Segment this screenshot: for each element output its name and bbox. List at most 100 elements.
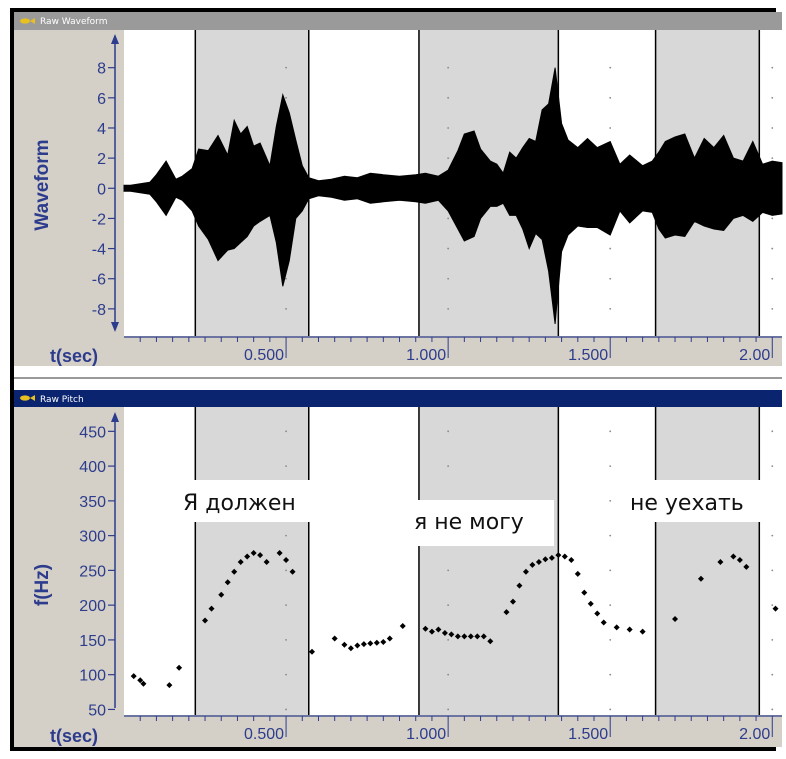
annotation-box-1 bbox=[176, 480, 326, 522]
waveform-grid-dot bbox=[771, 307, 774, 310]
waveform-title: Raw Waveform bbox=[40, 17, 107, 27]
waveform-grid-dot bbox=[447, 277, 450, 280]
waveform-y-tick-label: -6 bbox=[92, 272, 106, 289]
waveform-y-ticks: 8 6 4 2 0 -2 -4 -6 -8 bbox=[92, 61, 115, 319]
pitch-point bbox=[399, 623, 406, 630]
waveform-grid-dot bbox=[771, 247, 774, 250]
pitch-point bbox=[250, 550, 257, 557]
pitch-shaded-region bbox=[418, 407, 559, 715]
pitch-point bbox=[600, 619, 607, 626]
waveform-x-ticks: 0.500 1.000 1.500 2.00 bbox=[124, 336, 782, 364]
pitch-grid-dot bbox=[285, 604, 287, 607]
waveform-y-axis-panel bbox=[14, 30, 124, 366]
waveform-x-tick-label: 1.500 bbox=[568, 347, 608, 364]
pitch-titlebar[interactable] bbox=[14, 390, 782, 407]
pitch-title: Raw Pitch bbox=[40, 395, 84, 405]
pitch-point bbox=[428, 628, 435, 635]
pitch-point bbox=[367, 640, 374, 647]
pitch-x-axis-name: t(sec) bbox=[50, 726, 98, 746]
pitch-x-tick-label: 1.000 bbox=[406, 726, 446, 743]
pitch-grid-dot bbox=[609, 673, 612, 676]
pitch-point bbox=[568, 556, 575, 563]
pitch-point bbox=[386, 635, 393, 642]
waveform-grid-dot bbox=[447, 96, 450, 99]
pitch-point bbox=[422, 625, 429, 632]
waveform-grid-dot bbox=[609, 307, 612, 310]
pitch-point bbox=[561, 553, 568, 560]
pitch-point bbox=[202, 617, 209, 624]
pitch-point bbox=[581, 589, 588, 596]
pitch-y-tick-label: 150 bbox=[79, 633, 106, 650]
waveform-grid-dot bbox=[447, 307, 450, 310]
pitch-point bbox=[347, 645, 354, 652]
pitch-grid-dot bbox=[609, 708, 612, 711]
waveform-grid-dot bbox=[609, 247, 612, 250]
waveform-grid-dot bbox=[609, 127, 612, 129]
pitch-x-tick-label: 1.500 bbox=[568, 726, 608, 743]
pitch-point bbox=[522, 568, 529, 575]
pitch-grid-dot bbox=[285, 569, 287, 572]
pitch-y-axis-arrow bbox=[111, 412, 119, 708]
pitch-grid-dot bbox=[771, 465, 774, 467]
waveform-grid-dot bbox=[609, 66, 612, 69]
waveform-x-axis-name: t(sec) bbox=[50, 346, 98, 366]
pitch-point bbox=[509, 598, 516, 605]
waveform-y-tick-label: -2 bbox=[92, 211, 106, 228]
pitch-grid-dot bbox=[771, 430, 774, 433]
pitch-grid-dot bbox=[285, 534, 287, 537]
pitch-point bbox=[516, 582, 523, 589]
pitch-shaded-region bbox=[195, 407, 309, 715]
pitch-point bbox=[461, 633, 468, 640]
pitch-point bbox=[354, 642, 361, 649]
waveform-panel: Raw Waveform 8 6 4 2 0 -2 -4 -6 -8 0.500 1.000 1.5… bbox=[14, 12, 783, 366]
annotation-3: не уехать bbox=[630, 491, 744, 516]
pitch-point bbox=[639, 628, 646, 635]
pitch-grid-dot bbox=[609, 569, 612, 572]
pitch-grid-dot bbox=[285, 708, 287, 711]
waveform-grid-dot bbox=[771, 66, 774, 69]
pitch-grid-dot bbox=[771, 569, 774, 572]
pitch-x-tick-label: 2.00 bbox=[739, 726, 770, 743]
waveform-y-tick-label: 2 bbox=[97, 151, 106, 168]
waveform-x-tick-label: 1.000 bbox=[406, 347, 446, 364]
fish-icon bbox=[20, 18, 35, 24]
waveform-grid-dot bbox=[609, 277, 612, 280]
pitch-point bbox=[176, 664, 183, 671]
pitch-grid-dot bbox=[609, 465, 612, 467]
pitch-grid-dot bbox=[447, 708, 450, 711]
pitch-point bbox=[309, 648, 315, 655]
pitch-grid-dot bbox=[447, 604, 450, 607]
pitch-point bbox=[140, 680, 147, 687]
pitch-y-ticks: 450 400 350 300 250 200 150 100 50 bbox=[79, 424, 115, 719]
pitch-y-tick-label: 400 bbox=[79, 459, 106, 476]
annotation-box-3 bbox=[624, 480, 774, 522]
waveform-y-tick-label: -8 bbox=[92, 302, 106, 319]
pitch-grid-dot bbox=[609, 639, 612, 641]
waveform-titlebar[interactable] bbox=[14, 12, 782, 30]
annotation-2: я не могу bbox=[414, 510, 524, 535]
pitch-y-tick-label: 450 bbox=[79, 424, 106, 441]
waveform-grid-dot bbox=[609, 96, 612, 99]
pitch-x-tick-label: 0.500 bbox=[244, 726, 284, 743]
fish-icon bbox=[20, 395, 35, 401]
pitch-point bbox=[237, 559, 244, 566]
pitch-point bbox=[594, 610, 601, 617]
pitch-grid-dot bbox=[609, 604, 612, 607]
waveform-grid-dot bbox=[447, 247, 450, 250]
pitch-grid-dot bbox=[447, 465, 450, 467]
pitch-point bbox=[772, 605, 779, 612]
waveform-y-axis-label: Waveform bbox=[32, 139, 53, 230]
waveform-x-axis-panel bbox=[124, 336, 782, 366]
pitch-point bbox=[717, 559, 724, 566]
pitch-grid-dot bbox=[285, 639, 287, 641]
pitch-point bbox=[331, 635, 338, 642]
waveform-boundary-lines bbox=[194, 30, 761, 336]
pitch-grid-dot bbox=[771, 708, 774, 711]
waveform-grid-dot bbox=[771, 96, 774, 99]
pitch-point bbox=[574, 570, 581, 577]
waveform-grid-dot bbox=[447, 157, 450, 160]
pitch-gridpoints bbox=[285, 430, 774, 711]
pitch-grid-dot bbox=[285, 430, 287, 433]
pitch-point bbox=[218, 591, 225, 598]
